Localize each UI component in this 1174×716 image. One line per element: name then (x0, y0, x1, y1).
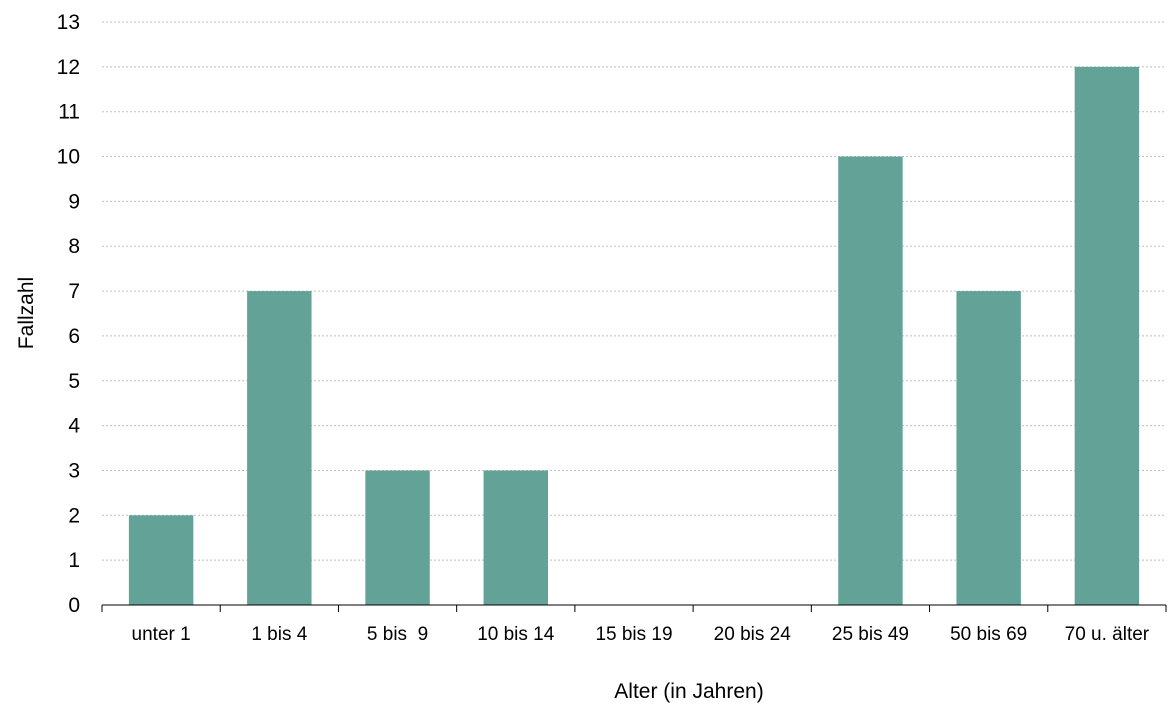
y-tick-label: 10 (57, 146, 80, 169)
y-tick-label: 8 (68, 235, 80, 258)
bar (956, 291, 1021, 605)
y-tick-label: 0 (68, 594, 80, 617)
y-tick-label: 11 (58, 101, 80, 124)
y-tick-label: 12 (57, 56, 80, 79)
x-tick-label: 15 bis 19 (595, 624, 672, 645)
bar (1074, 66, 1140, 606)
y-tick-label: 2 (68, 504, 80, 527)
x-tick-label: 25 bis 49 (832, 624, 909, 645)
bar (247, 291, 312, 605)
y-tick-label: 13 (57, 11, 80, 34)
x-tick-label: 5 bis 9 (367, 624, 428, 645)
y-axis-title: Fallzahl (15, 277, 38, 349)
x-tick-label: 1 bis 4 (251, 624, 307, 645)
y-tick-label: 9 (68, 190, 80, 213)
x-axis-title: Alter (in Jahren) (614, 680, 763, 703)
x-tick-label: unter 1 (132, 624, 191, 645)
bar (128, 515, 194, 605)
axes (101, 604, 1167, 612)
x-tick-label: 50 bis 69 (950, 624, 1027, 645)
y-tick-label: 1 (68, 549, 80, 572)
y-tick-label: 3 (68, 459, 80, 482)
bar (365, 470, 430, 605)
bar (483, 470, 548, 605)
bar (838, 156, 903, 606)
y-tick-label: 4 (68, 415, 80, 438)
y-tick-label: 6 (68, 325, 80, 348)
x-tick-label: 20 bis 24 (714, 624, 792, 645)
x-tick-labels: unter 1 1 bis 4 5 bis 9 10 bis 14 15 bis 19 2… (132, 624, 1150, 645)
y-tick-label: 7 (68, 280, 80, 303)
bars (128, 66, 1140, 606)
y-tick-label: 5 (68, 370, 80, 393)
x-tick-label: 10 bis 14 (477, 624, 555, 645)
x-tick-label: 70 u. älter (1065, 624, 1150, 645)
